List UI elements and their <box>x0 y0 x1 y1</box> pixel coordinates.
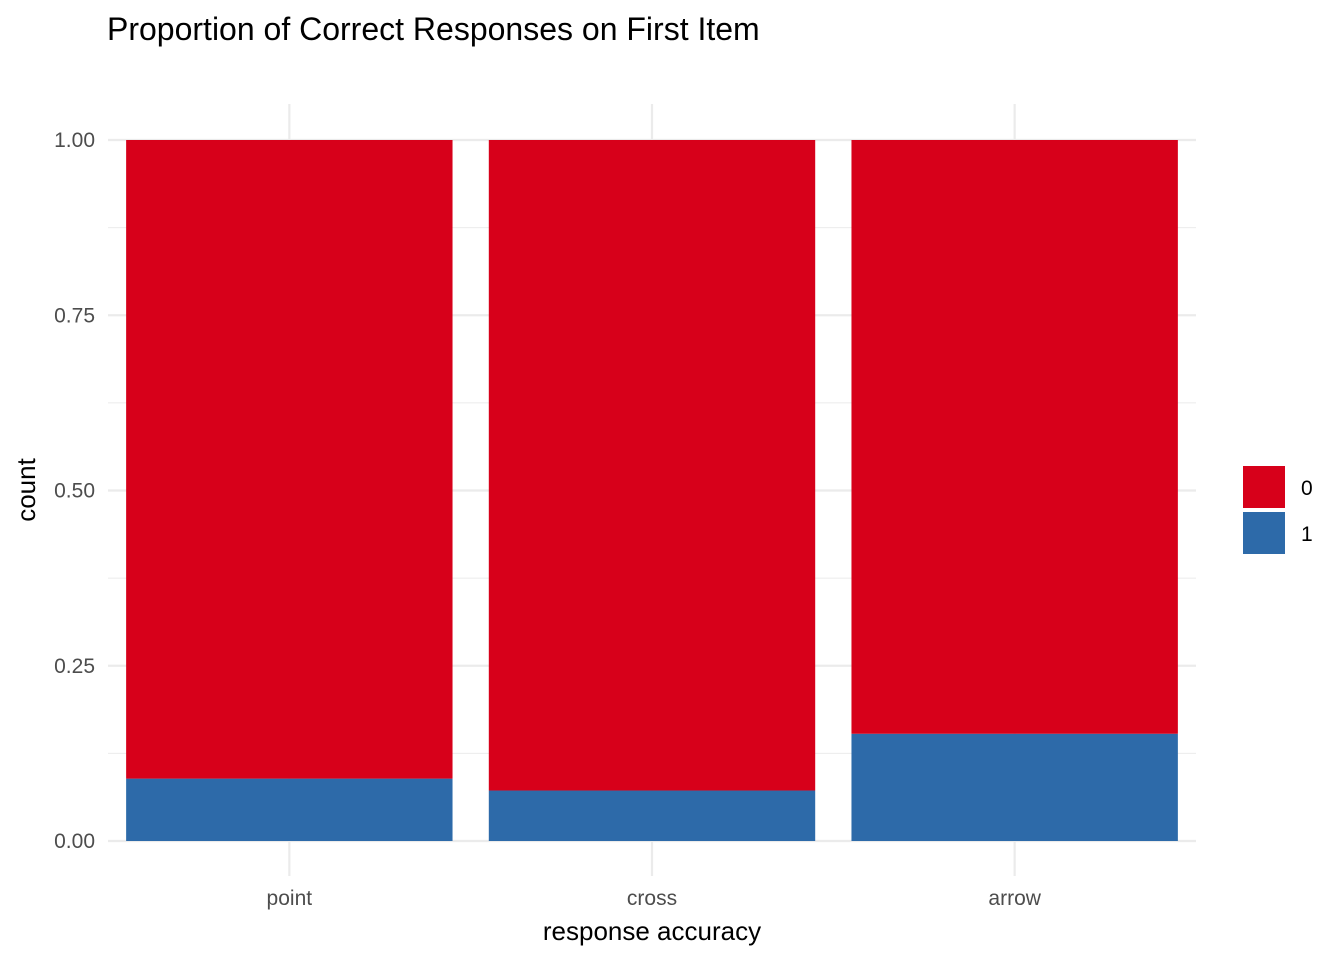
bars <box>126 140 1178 841</box>
bar-cross-1 <box>488 790 816 841</box>
legend-swatch-1 <box>1243 512 1285 554</box>
chart-title: Proportion of Correct Responses on First… <box>107 11 760 47</box>
bar-arrow-0 <box>851 140 1178 734</box>
x-tick-label: arrow <box>988 887 1041 910</box>
x-axis-title: response accuracy <box>543 916 761 946</box>
y-tick-label: 1.00 <box>54 129 95 152</box>
y-axis-title: count <box>11 457 41 521</box>
y-tick-label: 0.75 <box>54 304 95 327</box>
x-tick-label: point <box>267 887 313 910</box>
legend-label-1: 1 <box>1301 523 1313 546</box>
y-tick-label: 0.00 <box>54 830 95 853</box>
bar-arrow-1 <box>851 733 1178 841</box>
bar-cross-0 <box>488 140 816 791</box>
bar-point-1 <box>126 778 453 841</box>
legend-swatch-0 <box>1243 466 1285 508</box>
y-tick-label: 0.50 <box>54 480 95 503</box>
legend-label-0: 0 <box>1301 477 1313 500</box>
x-axis-ticks: point cross arrow <box>267 887 1042 910</box>
x-tick-label: cross <box>627 887 677 910</box>
y-tick-label: 0.25 <box>54 655 95 678</box>
legend: 01 <box>1243 466 1313 554</box>
bar-point-0 <box>126 140 453 779</box>
y-axis-ticks: 0.00 0.25 0.50 0.75 1.00 <box>54 129 95 853</box>
